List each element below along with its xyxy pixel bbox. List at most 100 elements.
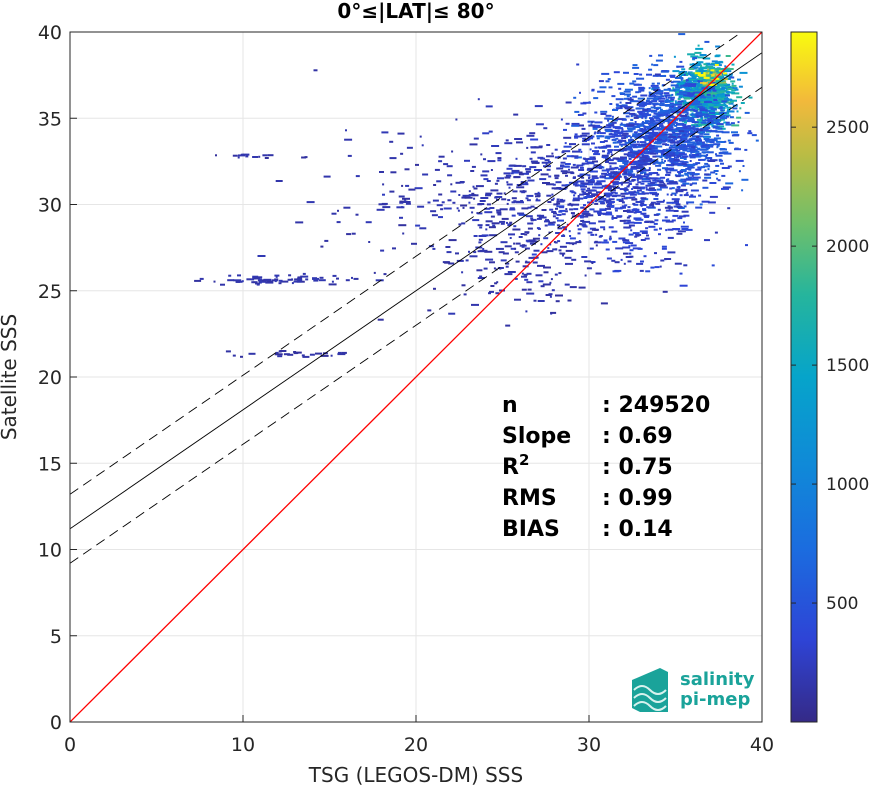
density-point bbox=[642, 113, 649, 115]
density-point bbox=[630, 114, 634, 117]
density-point bbox=[721, 86, 728, 89]
density-point bbox=[675, 191, 678, 194]
density-point bbox=[614, 139, 617, 142]
density-point bbox=[628, 215, 632, 218]
density-point bbox=[419, 135, 422, 138]
density-point bbox=[509, 237, 512, 239]
density-point bbox=[524, 261, 530, 264]
density-point bbox=[657, 140, 666, 143]
density-point bbox=[470, 170, 475, 172]
density-point bbox=[676, 111, 685, 114]
density-point bbox=[527, 206, 532, 209]
density-point bbox=[699, 203, 703, 206]
density-point bbox=[639, 141, 647, 144]
density-point bbox=[607, 119, 610, 122]
density-point bbox=[632, 66, 640, 69]
density-point bbox=[457, 209, 460, 212]
density-point bbox=[731, 82, 734, 85]
density-point bbox=[497, 213, 502, 216]
density-point bbox=[655, 92, 662, 95]
density-point bbox=[552, 248, 558, 251]
density-point bbox=[682, 126, 688, 129]
density-point bbox=[663, 136, 672, 139]
x-tick-label: 30 bbox=[577, 734, 601, 756]
density-point bbox=[383, 273, 387, 276]
density-point bbox=[633, 143, 640, 146]
density-point bbox=[448, 239, 457, 242]
density-point bbox=[561, 184, 568, 187]
density-point bbox=[473, 235, 478, 237]
density-point bbox=[525, 310, 528, 313]
density-point bbox=[518, 173, 524, 176]
density-point bbox=[213, 280, 216, 283]
density-point bbox=[485, 192, 493, 195]
density-point bbox=[517, 212, 525, 215]
density-point bbox=[697, 88, 706, 91]
density-point bbox=[681, 68, 686, 71]
density-point bbox=[710, 171, 716, 174]
density-point bbox=[302, 272, 306, 275]
density-point bbox=[717, 93, 726, 96]
density-point bbox=[456, 259, 464, 262]
density-point bbox=[718, 107, 723, 110]
density-point bbox=[485, 105, 493, 108]
density-point bbox=[649, 139, 655, 142]
density-point bbox=[614, 207, 623, 210]
density-point bbox=[696, 62, 701, 65]
regression-upper-line bbox=[70, 32, 743, 495]
density-point bbox=[714, 121, 721, 124]
density-point bbox=[677, 82, 686, 85]
density-point bbox=[719, 106, 723, 108]
density-point bbox=[705, 78, 713, 81]
density-point bbox=[465, 259, 469, 262]
density-point bbox=[646, 234, 649, 237]
density-point bbox=[657, 134, 665, 137]
density-point bbox=[542, 283, 551, 286]
density-point bbox=[233, 279, 242, 282]
density-point bbox=[479, 226, 483, 229]
density-point bbox=[705, 62, 711, 65]
density-point bbox=[655, 202, 661, 205]
density-point bbox=[696, 152, 702, 155]
density-point bbox=[720, 83, 728, 86]
density-point bbox=[627, 172, 632, 175]
density-point bbox=[703, 63, 707, 66]
density-point bbox=[694, 115, 697, 118]
density-point bbox=[720, 90, 725, 93]
density-point bbox=[541, 209, 547, 211]
density-point bbox=[702, 135, 711, 138]
density-point bbox=[638, 104, 645, 107]
density-point bbox=[623, 90, 631, 93]
density-point bbox=[677, 98, 681, 100]
density-point bbox=[488, 292, 491, 295]
density-point bbox=[662, 290, 668, 293]
density-point bbox=[596, 180, 603, 183]
density-point bbox=[673, 55, 676, 58]
density-point bbox=[485, 258, 494, 261]
density-point bbox=[688, 86, 693, 89]
density-point bbox=[624, 93, 631, 96]
density-point bbox=[427, 309, 432, 312]
density-point bbox=[511, 201, 516, 204]
density-point bbox=[252, 277, 257, 280]
density-point bbox=[697, 135, 704, 138]
density-point bbox=[670, 129, 678, 132]
density-point bbox=[624, 141, 630, 144]
density-point bbox=[692, 99, 699, 102]
density-point bbox=[641, 191, 645, 194]
density-point bbox=[672, 89, 676, 92]
colorbar-tick-label: 2000 bbox=[826, 237, 869, 257]
density-point bbox=[624, 177, 629, 180]
density-point bbox=[583, 197, 588, 199]
density-point bbox=[671, 145, 673, 148]
density-point bbox=[570, 166, 579, 169]
density-point bbox=[253, 281, 258, 284]
density-point bbox=[691, 124, 697, 127]
density-point bbox=[614, 178, 620, 181]
colorbar-tick-label: 1000 bbox=[826, 475, 869, 495]
density-point bbox=[671, 219, 676, 222]
density-point bbox=[708, 115, 716, 117]
density-point bbox=[557, 219, 564, 222]
density-point bbox=[595, 233, 598, 236]
